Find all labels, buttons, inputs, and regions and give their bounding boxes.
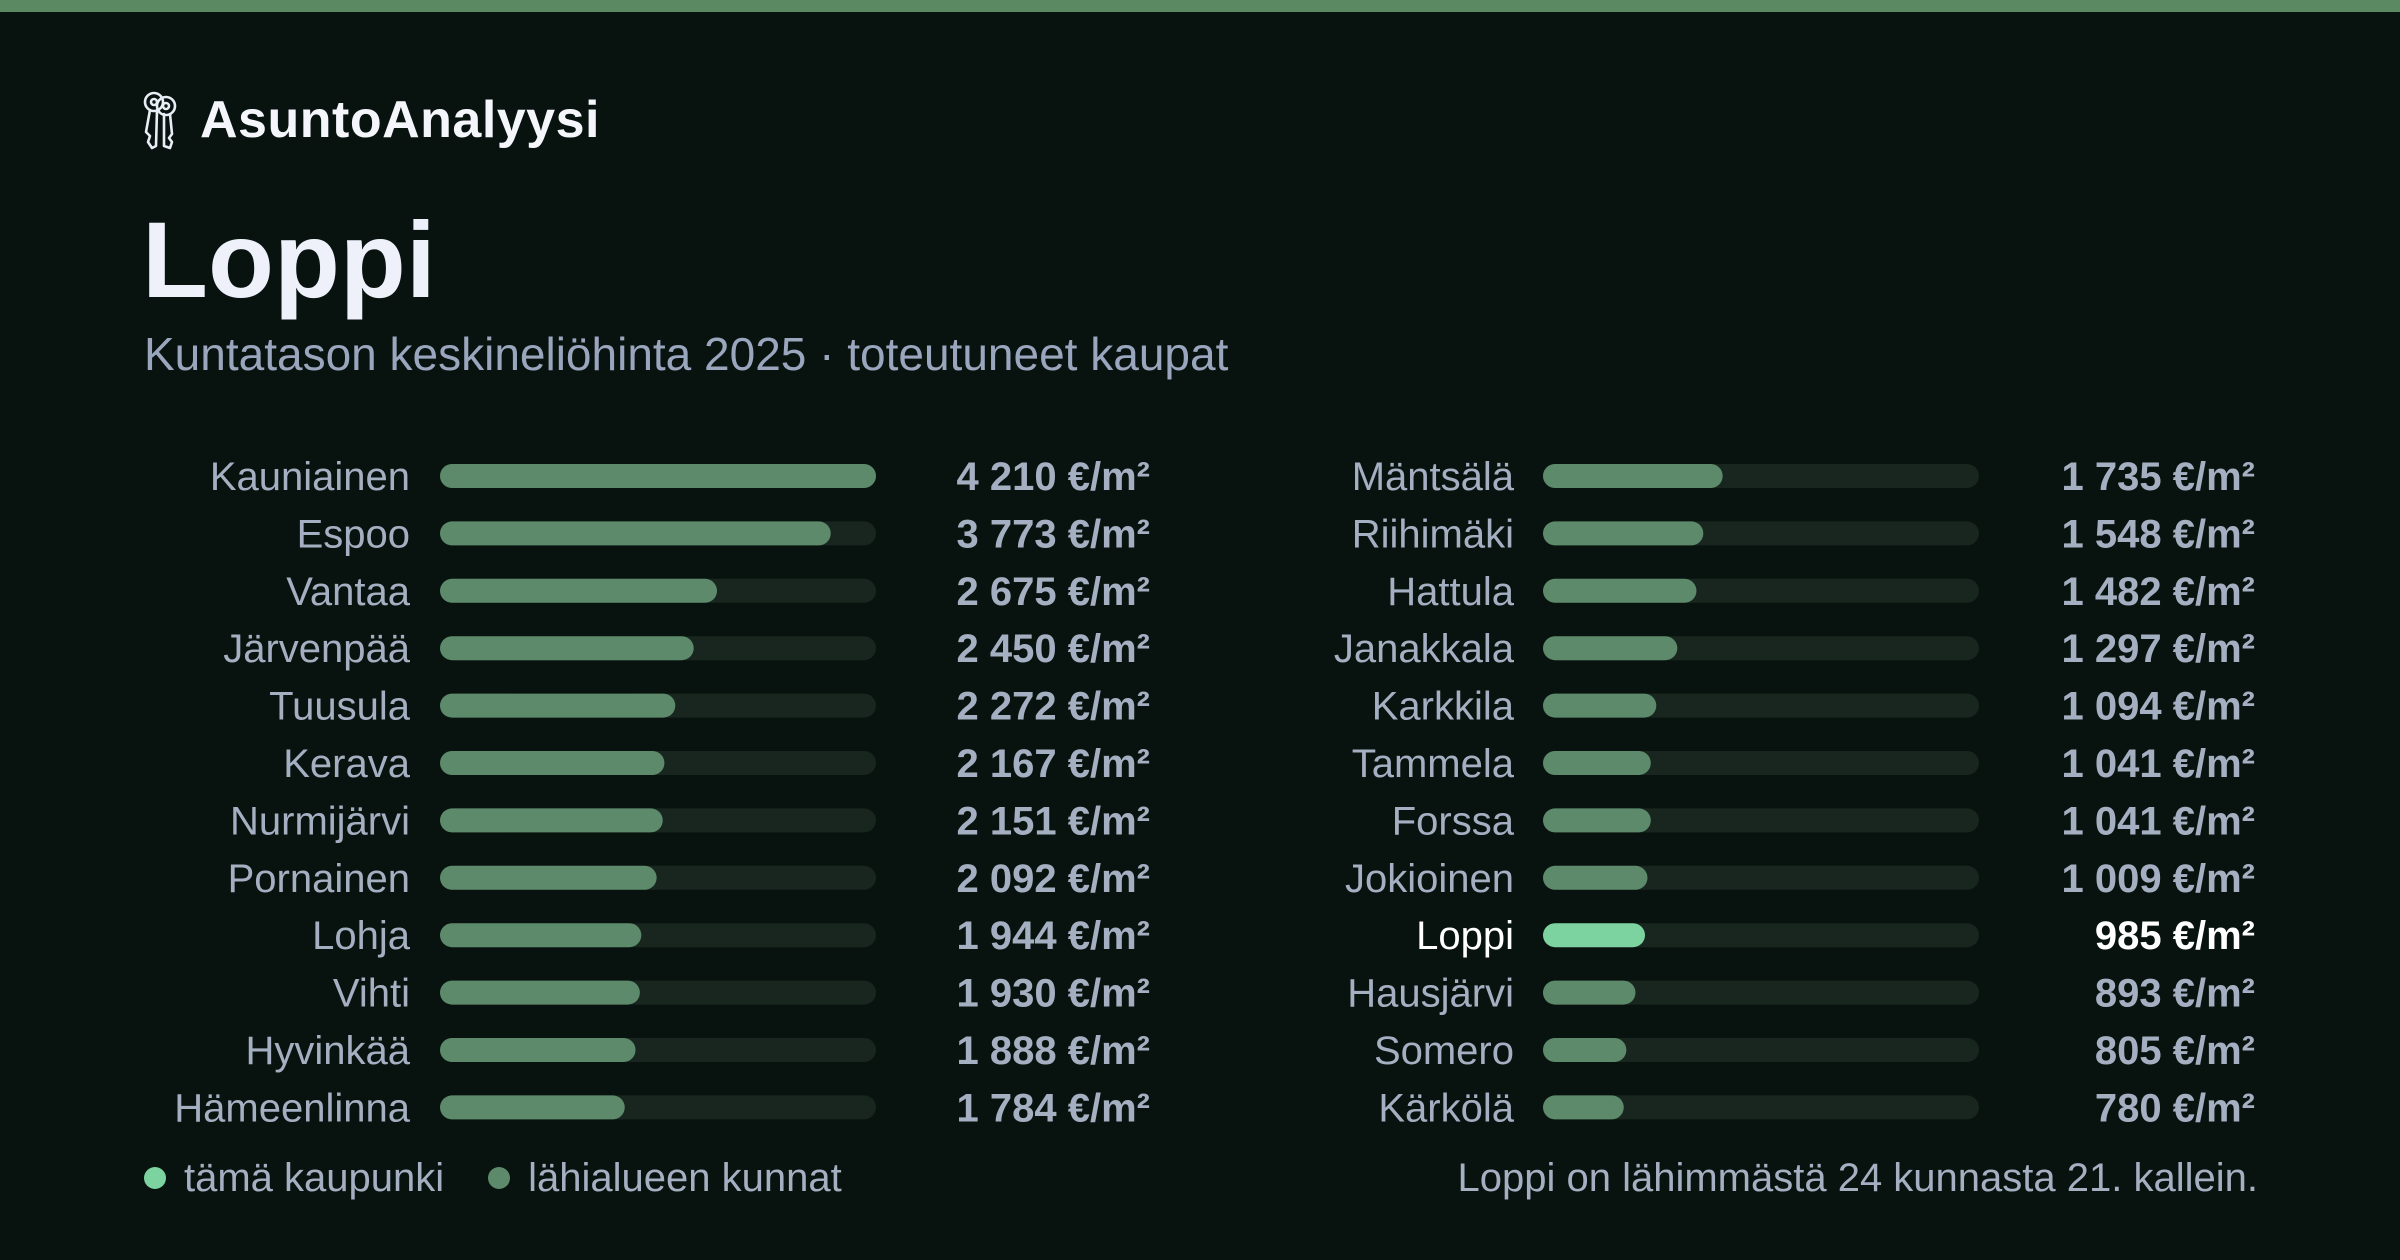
category-label: Kerava (283, 742, 410, 786)
bar (440, 693, 676, 718)
bar (1543, 980, 1636, 1005)
bar-track (1543, 980, 1979, 1005)
value-label: 780 €/m² (2095, 1086, 2255, 1130)
keys-icon (143, 91, 177, 150)
value-label: 1 784 €/m² (957, 1086, 1150, 1130)
bar (440, 808, 663, 833)
bar-track (1543, 865, 1979, 890)
bar (1543, 521, 1704, 546)
legend-item-nearby: lähialueen kunnat (488, 1156, 842, 1201)
brand: AsuntoAnalyysi (140, 88, 600, 152)
category-label: Järvenpää (223, 627, 411, 671)
legend-dot-icon (144, 1167, 166, 1189)
value-label: 1 944 €/m² (957, 914, 1150, 958)
value-label: 4 210 €/m² (957, 455, 1150, 499)
bar (440, 923, 642, 948)
category-label: Forssa (1392, 799, 1515, 843)
bar-track (1543, 1095, 1979, 1120)
bar (440, 980, 640, 1005)
value-label: 2 151 €/m² (957, 799, 1150, 843)
value-label: 2 675 €/m² (957, 570, 1150, 614)
bar (1543, 464, 1723, 488)
bar (1543, 693, 1657, 718)
bar (440, 464, 876, 488)
category-label: Espoo (297, 512, 410, 556)
bar (1543, 578, 1697, 603)
bar (440, 521, 831, 546)
bar (1543, 808, 1651, 833)
value-label: 1 041 €/m² (2062, 799, 2255, 843)
legend-item-this-city: tämä kaupunki (144, 1156, 444, 1201)
value-label: 1 482 €/m² (2062, 570, 2255, 614)
category-label: Tuusula (269, 685, 411, 729)
page-title: Loppi (142, 199, 436, 320)
value-label: 3 773 €/m² (957, 512, 1150, 556)
category-label: Jokioinen (1345, 857, 1514, 901)
value-label: 1 297 €/m² (2062, 627, 2255, 671)
category-label: Mäntsälä (1352, 455, 1515, 499)
category-label: Nurmijärvi (230, 799, 410, 843)
category-label: Pornainen (228, 857, 410, 901)
category-label: Vantaa (286, 570, 411, 614)
bar (1543, 923, 1646, 948)
category-label: Kauniainen (210, 455, 410, 499)
bar (1543, 751, 1651, 775)
value-label: 2 167 €/m² (957, 742, 1150, 786)
category-label: Loppi (1416, 914, 1514, 958)
bar-track (1543, 808, 1979, 833)
value-label: 893 €/m² (2095, 972, 2255, 1016)
value-label: 985 €/m² (2095, 914, 2255, 958)
value-label: 2 450 €/m² (957, 627, 1150, 671)
value-label: 2 272 €/m² (957, 685, 1150, 729)
brand-name: AsuntoAnalyysi (200, 91, 600, 149)
value-label: 2 092 €/m² (957, 857, 1150, 901)
category-label: Kärkölä (1378, 1086, 1514, 1130)
bar (1543, 1095, 1624, 1120)
bar (440, 865, 657, 890)
legend-label-nearby: lähialueen kunnat (528, 1155, 842, 1200)
bar (1543, 636, 1678, 661)
category-label: Tammela (1352, 742, 1515, 786)
bar-track (1543, 1038, 1979, 1062)
top-accent-bar (0, 0, 2400, 12)
bar (440, 1095, 625, 1120)
category-label: Hyvinkää (245, 1029, 410, 1073)
category-label: Lohja (312, 914, 411, 958)
value-label: 1 548 €/m² (2062, 512, 2255, 556)
legend-label-this-city: tämä kaupunki (184, 1155, 445, 1200)
bar (440, 636, 694, 661)
page-subtitle: Kuntatason keskineliöhinta 2025 · toteut… (144, 328, 1229, 380)
category-label: Riihimäki (1352, 512, 1514, 556)
bar-track (1543, 923, 1979, 948)
bar (1543, 865, 1648, 890)
category-label: Hausjärvi (1347, 972, 1514, 1016)
bar (440, 751, 665, 775)
value-label: 1 888 €/m² (957, 1029, 1150, 1073)
category-label: Karkkila (1372, 685, 1515, 729)
value-label: 1 930 €/m² (957, 972, 1150, 1016)
bar (1543, 1038, 1627, 1062)
value-label: 1 009 €/m² (2062, 857, 2255, 901)
legend-dot-icon (488, 1167, 511, 1189)
bar (440, 1038, 636, 1062)
value-label: 805 €/m² (2095, 1029, 2255, 1073)
category-label: Hattula (1387, 570, 1514, 614)
value-label: 1 735 €/m² (2062, 455, 2255, 499)
category-label: Hämeenlinna (174, 1086, 410, 1130)
rank-note: Loppi on lähimmästä 24 kunnasta 21. kall… (1457, 1155, 2258, 1200)
legend: tämä kaupunki lähialueen kunnat (144, 1150, 886, 1206)
category-label: Janakkala (1334, 627, 1515, 671)
value-label: 1 041 €/m² (2062, 742, 2255, 786)
value-label: 1 094 €/m² (2062, 685, 2255, 729)
bar-track (1543, 751, 1979, 775)
category-label: Somero (1374, 1029, 1514, 1073)
category-label: Vihti (333, 972, 410, 1016)
bar (440, 578, 718, 603)
